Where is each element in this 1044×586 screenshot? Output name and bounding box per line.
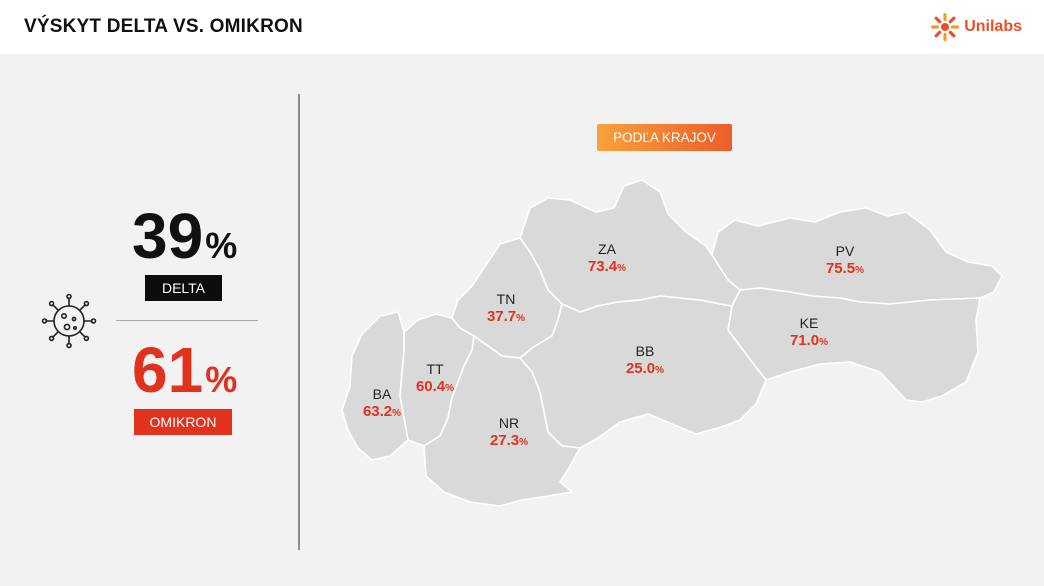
region-label-ba: BA 63.2% bbox=[342, 385, 422, 423]
unilabs-logo: Unilabs bbox=[930, 12, 1022, 42]
unilabs-sun-icon bbox=[931, 13, 960, 41]
region-shape-nr bbox=[423, 335, 581, 507]
region-label-ke: KE 71.0% bbox=[769, 314, 849, 352]
region-code: PV bbox=[835, 243, 855, 259]
region-value: 63.2% bbox=[342, 403, 422, 423]
region-value: 60.4% bbox=[395, 378, 475, 398]
region-value-unit: % bbox=[655, 365, 665, 376]
delta-label: DELTA bbox=[145, 275, 222, 301]
region-value-unit: % bbox=[519, 437, 529, 448]
page-title: VÝSKYT DELTA VS. OMIKRON bbox=[24, 16, 303, 37]
region-code: NR bbox=[498, 415, 520, 431]
region-value-number: 60.4 bbox=[415, 378, 446, 395]
region-value-unit: % bbox=[516, 313, 526, 324]
region-value-unit: % bbox=[392, 408, 402, 419]
region-value-unit: % bbox=[855, 265, 865, 276]
region-label-pv: PV 75.5% bbox=[805, 242, 885, 280]
region-value-number: 71.0 bbox=[789, 332, 820, 349]
region-value: 27.3% bbox=[469, 432, 549, 452]
region-value-number: 75.5 bbox=[825, 260, 856, 277]
region-label-nr: NR 27.3% bbox=[469, 414, 549, 452]
region-value-unit: % bbox=[445, 383, 455, 394]
delta-value: 39 bbox=[132, 200, 204, 272]
omikron-unit: % bbox=[205, 359, 238, 400]
summary-divider bbox=[116, 320, 258, 321]
region-value-number: 73.4 bbox=[587, 258, 618, 275]
omikron-value: 61 bbox=[132, 334, 204, 406]
header-bar: VÝSKYT DELTA VS. OMIKRON Unilabs bbox=[0, 0, 1044, 54]
region-value-number: 27.3 bbox=[489, 432, 520, 449]
region-code: TT bbox=[426, 361, 444, 377]
region-value: 37.7% bbox=[466, 308, 546, 328]
region-value-number: 63.2 bbox=[362, 403, 393, 420]
region-code: BB bbox=[635, 343, 655, 359]
region-value: 25.0% bbox=[605, 360, 685, 380]
delta-percentage: 39 % bbox=[132, 204, 237, 268]
region-code: KE bbox=[799, 315, 819, 331]
delta-unit: % bbox=[205, 225, 238, 266]
region-value-unit: % bbox=[819, 337, 829, 348]
region-code: TN bbox=[496, 291, 516, 307]
region-label-bb: BB 25.0% bbox=[605, 342, 685, 380]
region-badge: PODĽA KRAJOV bbox=[597, 124, 732, 151]
region-shape-ke bbox=[727, 287, 981, 403]
region-value: 75.5% bbox=[805, 260, 885, 280]
omikron-label: OMIKRON bbox=[134, 409, 232, 435]
region-label-tt: TT 60.4% bbox=[395, 360, 475, 398]
virus-icon bbox=[41, 293, 97, 349]
region-value-number: 25.0 bbox=[625, 360, 656, 377]
region-code: BA bbox=[372, 386, 392, 402]
omikron-percentage: 61 % bbox=[132, 338, 237, 402]
region-code: ZA bbox=[598, 241, 616, 257]
logo-text: Unilabs bbox=[964, 18, 1022, 35]
region-value: 73.4% bbox=[567, 258, 647, 278]
slovakia-map bbox=[341, 179, 1003, 507]
region-value-number: 37.7 bbox=[486, 308, 517, 325]
vertical-divider bbox=[298, 94, 300, 550]
region-value: 71.0% bbox=[769, 332, 849, 352]
region-shape-ba bbox=[341, 311, 409, 461]
region-label-za: ZA 73.4% bbox=[567, 240, 647, 278]
region-value-unit: % bbox=[617, 263, 627, 274]
region-label-tn: TN 37.7% bbox=[466, 290, 546, 328]
